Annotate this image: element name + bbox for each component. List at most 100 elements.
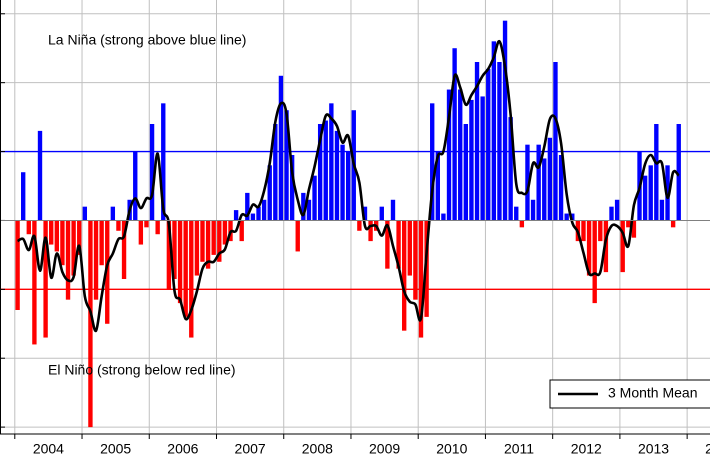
annotation: La Niña (strong above blue line) (48, 32, 246, 48)
bar (502, 20, 508, 221)
bar (385, 220, 390, 269)
bar (536, 144, 541, 221)
x-tick-label: 2010 (436, 441, 467, 457)
x-tick-label: 2012 (571, 441, 602, 457)
bar (592, 220, 597, 304)
bar (441, 213, 446, 221)
bar (570, 213, 575, 221)
bar (469, 99, 474, 221)
bar (519, 220, 525, 228)
bar (654, 124, 659, 221)
legend-label: 3 Month Mean (608, 385, 698, 401)
bar (88, 220, 93, 428)
bar (37, 130, 43, 221)
bar (54, 220, 59, 252)
x-tick-label: 2009 (369, 441, 400, 457)
bar (452, 48, 457, 221)
bar (183, 220, 188, 317)
bar (110, 206, 116, 221)
x-tick-label: 2004 (33, 441, 64, 457)
bar (71, 220, 76, 276)
x-tick-label: 2011 (504, 441, 534, 457)
bar (306, 199, 312, 221)
bar (329, 103, 334, 221)
bar (609, 206, 614, 221)
bar (446, 89, 452, 221)
bar (676, 124, 681, 221)
bar (402, 220, 407, 331)
bar (553, 62, 558, 221)
bar (301, 192, 306, 221)
bar (626, 220, 631, 228)
bar (261, 199, 267, 221)
bar (491, 41, 497, 221)
bar (312, 175, 317, 221)
mean-line (16, 40, 680, 333)
bar (138, 220, 144, 245)
bar (239, 220, 244, 242)
bar (564, 213, 569, 221)
bar (189, 220, 194, 338)
bar (194, 220, 200, 276)
bar (32, 220, 37, 345)
foreground: 2004 2005 2006 2007 2008 2009 2010 2011 2012 2013… (0, 0, 710, 457)
bar (435, 151, 440, 221)
bar (357, 220, 362, 231)
bar (542, 158, 547, 221)
bar (368, 220, 373, 242)
x-tick-label: 2014 (705, 441, 710, 457)
bar (463, 124, 469, 221)
bar (82, 206, 88, 221)
bar (581, 220, 586, 242)
bar (598, 220, 603, 242)
bar (474, 62, 480, 221)
bar (407, 220, 412, 276)
bar (245, 192, 250, 221)
bar (390, 199, 396, 221)
bar (670, 220, 676, 228)
bar (323, 120, 328, 221)
bar (480, 96, 485, 221)
x-tick-label: 2005 (100, 441, 131, 457)
bar (334, 130, 340, 221)
bar (273, 124, 278, 221)
bar (26, 220, 31, 235)
bar (659, 199, 665, 221)
bar (21, 172, 26, 221)
bar (530, 199, 536, 221)
bar (116, 220, 121, 231)
bar (172, 220, 177, 279)
bar (362, 206, 368, 221)
bar (345, 151, 351, 221)
bar (133, 151, 138, 221)
bar (177, 220, 183, 304)
bar (105, 220, 110, 324)
bar (648, 165, 653, 221)
x-tick-label: 2013 (638, 441, 669, 457)
bar (558, 155, 564, 221)
bar (586, 220, 592, 276)
bar (93, 220, 99, 300)
bar (43, 220, 48, 338)
bar (547, 137, 553, 221)
bar (121, 220, 127, 279)
bar (149, 124, 155, 221)
bar (631, 220, 637, 238)
bar (284, 110, 289, 221)
bar (514, 206, 519, 221)
bar (222, 220, 228, 245)
bar (217, 220, 222, 262)
bar (486, 68, 491, 221)
bar (77, 220, 82, 255)
bar (413, 220, 418, 300)
bar (15, 220, 20, 310)
bar (458, 89, 463, 221)
bar (379, 206, 384, 221)
x-tick-label: 2008 (302, 441, 333, 457)
bar (233, 210, 239, 221)
bar (642, 175, 648, 221)
bar (614, 199, 620, 221)
bar (211, 220, 216, 255)
bar (665, 165, 670, 221)
